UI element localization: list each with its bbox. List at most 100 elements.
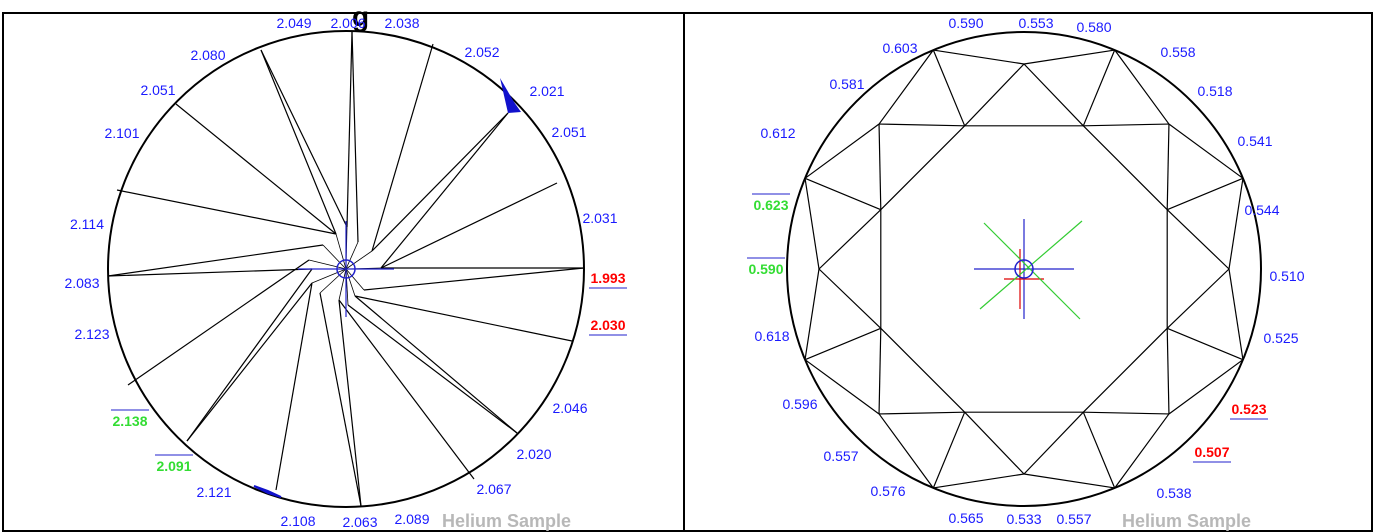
center-crosshair-line	[983, 222, 1081, 320]
crown-girdle-outline	[786, 31, 1262, 507]
crown-facet-line	[1228, 178, 1244, 270]
crown-facet-line	[880, 125, 966, 211]
crown-facet-line	[1082, 411, 1116, 489]
pavilion-facet-line	[354, 295, 573, 342]
crown-facet-line	[1023, 411, 1084, 475]
pavilion-facet-line	[116, 189, 337, 235]
crown-height-label: 0.596	[782, 396, 817, 412]
crown-height-label: 0.523	[1231, 401, 1266, 417]
crown-facet-line	[1083, 123, 1169, 127]
pavilion-facet-line	[338, 299, 475, 480]
pavilion-angle-label: 2.138	[112, 413, 147, 429]
pavilion-angle-label: 1.993	[590, 270, 625, 286]
crown-facet-line	[1166, 124, 1170, 210]
crown-height-label: 0.518	[1197, 83, 1232, 99]
pavilion-panel-frame	[2, 12, 685, 532]
pavilion-angle-label: 2.031	[582, 210, 617, 226]
crown-center-marker	[974, 219, 1083, 320]
crown-facet-line	[804, 359, 880, 415]
crown-facet-line	[1168, 359, 1244, 415]
pavilion-angle-label: 2.114	[70, 216, 104, 232]
crown-facet-line	[804, 268, 820, 360]
pavilion-angle-label: 2.083	[64, 275, 99, 291]
crown-height-label: 0.538	[1156, 485, 1191, 501]
crown-height-label: 0.590	[748, 261, 783, 277]
pavilion-angle-label: 2.101	[104, 125, 139, 141]
crown-facet-line	[1166, 327, 1244, 361]
pavilion-angle-label: 2.038	[384, 15, 419, 31]
pavilion-angle-label: 2.006	[330, 15, 365, 31]
center-circle-marker	[336, 259, 356, 279]
pavilion-facet-line	[338, 268, 347, 301]
pavilion-angle-label: 2.021	[529, 83, 564, 99]
crown-height-label: 0.553	[1018, 15, 1053, 31]
pavilion-facet-line	[345, 268, 356, 297]
pavilion-facet-line	[346, 30, 353, 228]
pavilion-facet-line	[363, 267, 585, 291]
crown-facet-line	[878, 124, 882, 210]
pavilion-facet-line	[380, 112, 509, 269]
pavilion-center-marker	[298, 221, 394, 317]
crown-height-label: 0.590	[948, 15, 983, 31]
crown-height-label: 0.618	[754, 328, 789, 344]
crown-facet-line	[1168, 123, 1244, 179]
pavilion-facet-line	[345, 241, 359, 270]
crown-facet-line	[804, 327, 882, 361]
center-crosshair-line	[979, 220, 1083, 310]
crown-facet-line	[964, 411, 1025, 475]
crown-facet-line	[932, 49, 966, 127]
crown-height-label: 0.623	[753, 197, 788, 213]
crown-facet-line	[1082, 125, 1168, 211]
pavilion-facet-line	[380, 182, 558, 269]
pavilion-facet-line	[260, 49, 348, 228]
pavilion-facet-line	[345, 268, 365, 291]
pavilion-facet-line	[107, 268, 313, 277]
crown-height-label: 0.541	[1237, 133, 1272, 149]
crown-facet-line	[879, 411, 965, 415]
crown-height-label: 0.510	[1269, 268, 1304, 284]
crown-height-label: 0.565	[948, 510, 983, 526]
pavilion-facet-line	[371, 112, 509, 252]
pavilion-angle-label: 2.020	[516, 446, 551, 462]
pavilion-facet-line	[347, 304, 518, 434]
crown-watermark: Helium Sample	[1122, 511, 1251, 531]
pavilion-angle-label: 2.121	[196, 484, 231, 500]
pavilion-facet-line	[345, 250, 373, 270]
crown-height-label: 0.557	[1056, 511, 1091, 527]
pavilion-facet-line	[107, 244, 324, 277]
crown-height-label: 0.603	[882, 40, 917, 56]
crown-height-label: 0.558	[1160, 44, 1195, 60]
crown-facet-line	[879, 123, 965, 127]
crown-height-label: 0.525	[1263, 330, 1298, 346]
pavilion-angle-label: 2.052	[464, 44, 499, 60]
crown-height-label: 0.576	[870, 483, 905, 499]
pavilion-angle-label: 2.080	[190, 47, 225, 63]
pavilion-facet-lines	[107, 30, 585, 507]
pavilion-angle-label: 2.063	[342, 514, 377, 530]
pavilion-facet-line	[319, 292, 362, 507]
crown-facet-line	[1083, 411, 1169, 415]
pavilion-facet-line	[335, 233, 347, 270]
pavilion-facet-line	[186, 268, 313, 442]
crown-facet-line	[933, 49, 1025, 65]
pavilion-girdle-outline	[107, 30, 585, 508]
report-title-fragment: g	[352, 1, 369, 32]
pavilion-facet-line	[186, 282, 313, 442]
crown-facet-line	[878, 328, 882, 414]
crown-facet-line	[1166, 177, 1244, 211]
pavilion-angle-label: 2.030	[590, 317, 625, 333]
pavilion-facet-line	[322, 244, 347, 270]
crown-facet-line	[804, 177, 882, 211]
pavilion-angle-label: 2.067	[476, 481, 511, 497]
crown-facet-line	[1166, 328, 1170, 414]
pavilion-facet-line	[319, 268, 347, 294]
girdle-chip-marker	[253, 485, 282, 498]
pavilion-angle-label: 2.051	[140, 82, 175, 98]
pavilion-angle-label: 2.049	[276, 15, 311, 31]
crown-facet-line	[1023, 63, 1084, 127]
pavilion-view: 2.049 2.006 2.038 2.052 2.080 2.021 2.051 2.051…	[64, 15, 627, 531]
crown-height-label: 0.544	[1244, 202, 1279, 218]
crown-height-label: 0.533	[1006, 511, 1041, 527]
crown-facet-line	[933, 473, 1025, 489]
